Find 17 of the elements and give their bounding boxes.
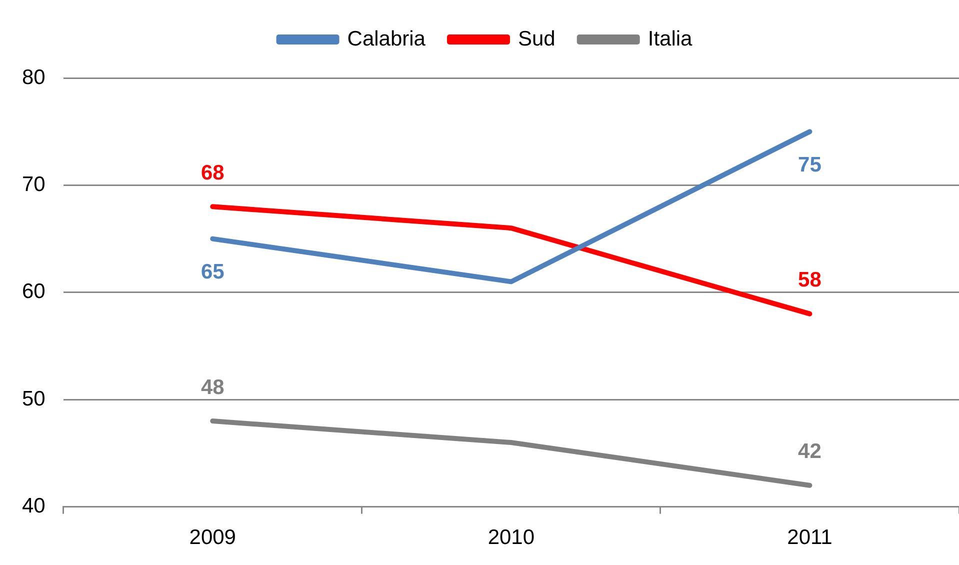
data-label: 48 — [200, 376, 225, 399]
legend-label: Sud — [518, 27, 556, 50]
data-label: 58 — [798, 268, 822, 292]
data-label: 75 — [798, 153, 822, 176]
y-tick-label: 40 — [22, 494, 46, 518]
y-tick-label: 80 — [22, 66, 46, 89]
y-tick-label: 60 — [22, 280, 46, 304]
data-label: 42 — [798, 440, 822, 464]
data-label: 68 — [200, 161, 225, 184]
x-tick-label: 2010 — [488, 526, 535, 550]
legend-label: Italia — [648, 27, 693, 50]
x-tick-label: 2011 — [787, 526, 832, 550]
data-label: 65 — [200, 260, 225, 284]
y-tick-label: 70 — [22, 172, 46, 196]
legend-label: Calabria — [347, 27, 426, 50]
y-tick-label: 50 — [22, 387, 46, 410]
x-tick-label: 2009 — [189, 526, 236, 550]
